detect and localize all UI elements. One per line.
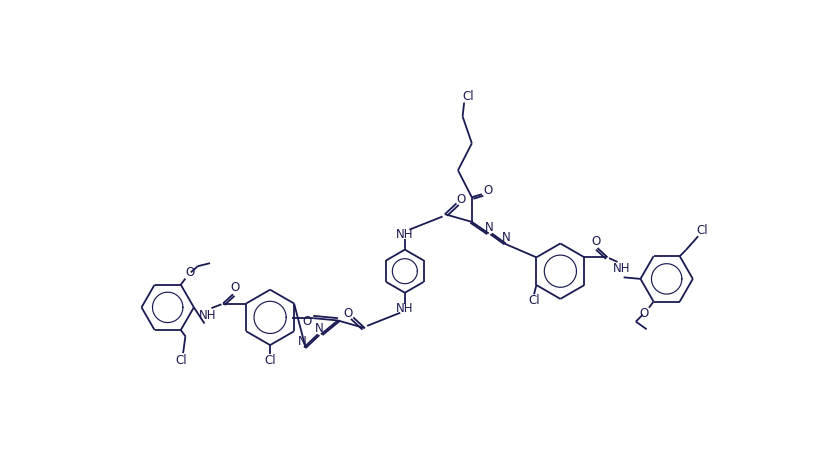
Text: O: O (343, 307, 352, 320)
Text: O: O (482, 184, 492, 197)
Text: Cl: Cl (264, 354, 275, 367)
Text: O: O (302, 315, 311, 328)
Text: NH: NH (612, 262, 629, 276)
Text: N: N (485, 221, 493, 234)
Text: N: N (501, 231, 510, 244)
Text: O: O (229, 281, 239, 294)
Text: N: N (297, 335, 306, 348)
Text: Cl: Cl (175, 354, 187, 367)
Text: Cl: Cl (462, 90, 473, 103)
Text: NH: NH (396, 302, 413, 315)
Text: O: O (185, 266, 194, 279)
Text: NH: NH (396, 228, 413, 241)
Text: O: O (456, 193, 465, 206)
Text: Cl: Cl (695, 224, 707, 237)
Text: O: O (590, 235, 600, 248)
Text: O: O (638, 307, 647, 320)
Text: N: N (314, 322, 324, 335)
Text: NH: NH (198, 308, 216, 322)
Text: Cl: Cl (527, 294, 539, 307)
